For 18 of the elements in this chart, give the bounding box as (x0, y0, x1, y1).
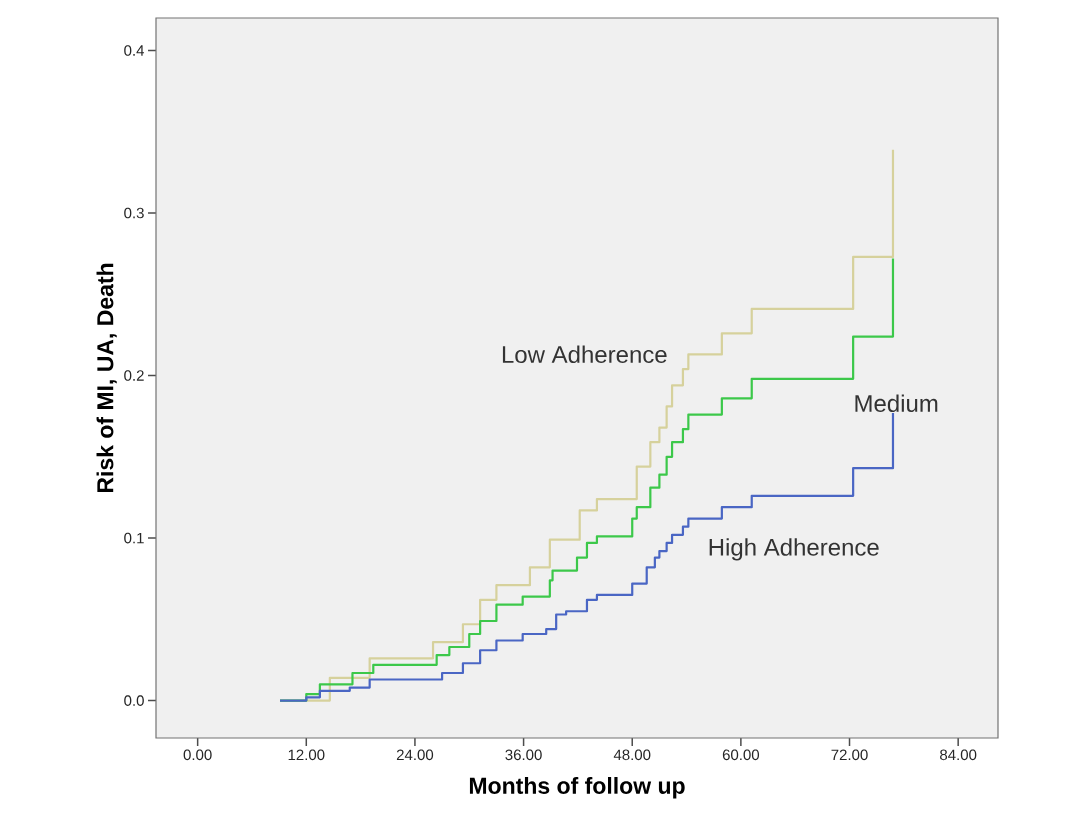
x-tick-label: 60.00 (722, 749, 760, 761)
y-tick-label: 0.2 (124, 370, 144, 381)
x-tick-label: 36.00 (505, 749, 542, 761)
x-tick-label: 0.00 (183, 749, 212, 761)
x-tick-label: 24.00 (396, 749, 434, 761)
y-tick-label: 0.4 (124, 45, 145, 56)
series-label: High Adherence (709, 538, 879, 561)
y-tick-label: 0.3 (124, 207, 144, 219)
series-label: Low Adherence (502, 345, 667, 364)
y-tick-label: 0.1 (124, 532, 144, 544)
y-tick-label: 0.0 (124, 695, 144, 706)
x-tick-label: 12.00 (288, 749, 325, 761)
x-tick-label: 84.00 (940, 749, 977, 761)
x-tick-label: 72.00 (831, 749, 868, 761)
y-axis-title: Risk of MI, UA, Death (96, 263, 117, 493)
x-axis-title: Months of follow up (469, 777, 685, 799)
x-tick-label: 48.00 (613, 749, 651, 761)
series-label: Medium (855, 394, 938, 413)
